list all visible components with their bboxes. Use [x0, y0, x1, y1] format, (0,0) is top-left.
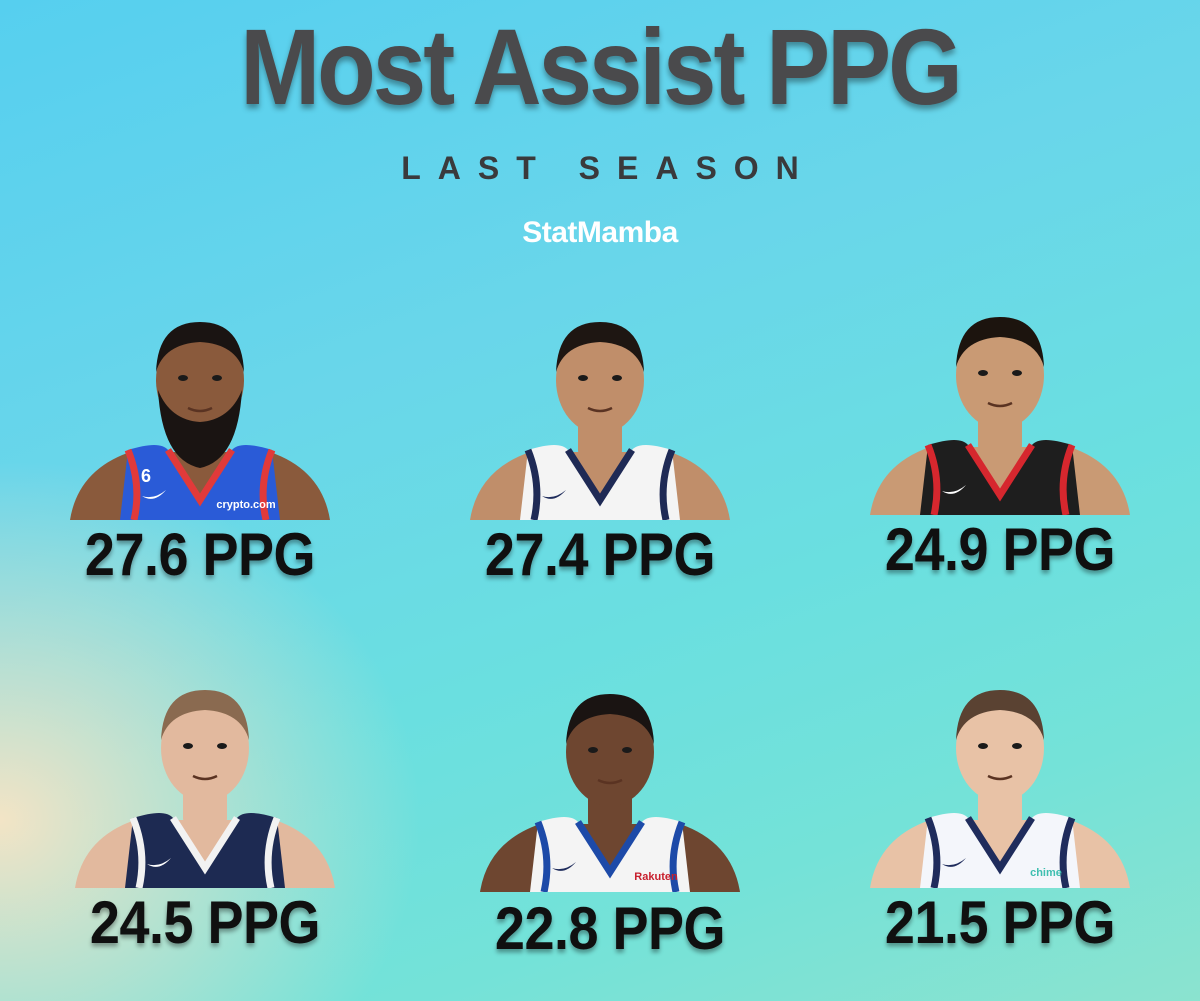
jersey-sponsor: chime: [1030, 867, 1062, 879]
player-stat: 21.5 PPG: [884, 889, 1116, 957]
player-stat: 27.6 PPG: [84, 521, 316, 589]
player-card: 27.4 PPG: [450, 300, 750, 590]
portrait-figure: [870, 317, 1130, 515]
player-stat: 22.8 PPG: [494, 895, 726, 963]
player-portrait: Rakuten: [480, 694, 740, 892]
player-stat: 24.9 PPG: [884, 516, 1116, 584]
brand-label: StatMamba: [522, 216, 678, 249]
player-portrait: 6 crypto.com: [70, 322, 330, 520]
page-title: Most Assist PPG: [240, 7, 963, 128]
player-stat: 24.5 PPG: [89, 889, 321, 957]
player-portrait: [75, 690, 335, 888]
player-stat: 27.4 PPG: [484, 521, 716, 589]
player-portrait: chime: [870, 690, 1130, 888]
jersey-number: 6: [141, 466, 151, 486]
player-card: 24.9 PPG: [850, 295, 1150, 585]
portrait-figure: chime: [870, 690, 1130, 888]
player-card: Rakuten 22.8 PPG: [460, 672, 760, 962]
portrait-figure: 6 crypto.com: [70, 322, 330, 520]
portrait-figure: [470, 322, 730, 520]
player-portrait: [470, 322, 730, 520]
player-card: 6 crypto.com 27.6 PPG: [50, 300, 350, 590]
jersey-sponsor: crypto.com: [216, 499, 276, 511]
jersey-sponsor: Rakuten: [634, 871, 678, 883]
portrait-figure: Rakuten: [480, 694, 740, 892]
page-subtitle: LAST SEASON: [401, 150, 816, 186]
player-card: chime 21.5 PPG: [850, 668, 1150, 958]
player-portrait: [870, 317, 1130, 515]
player-card: 24.5 PPG: [55, 668, 355, 958]
portrait-figure: [75, 690, 335, 888]
